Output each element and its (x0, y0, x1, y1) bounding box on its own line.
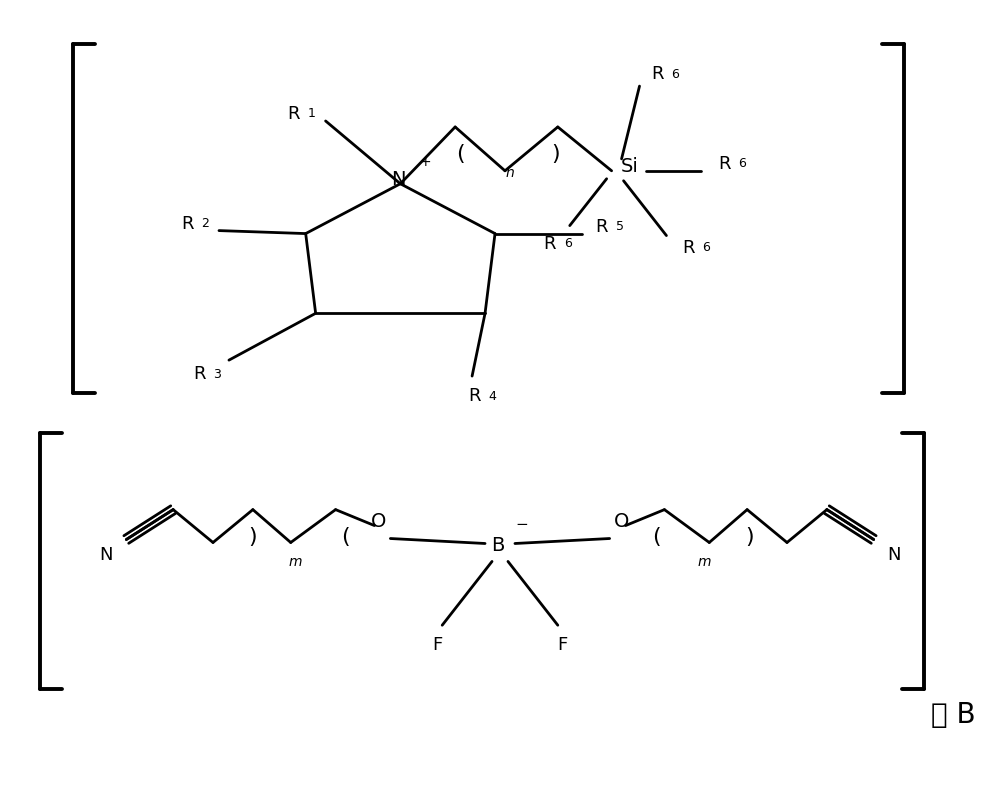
Text: R: R (544, 235, 556, 252)
Text: +: + (419, 155, 431, 169)
Text: 1: 1 (308, 108, 316, 120)
Text: F: F (432, 636, 442, 654)
Text: R: R (287, 105, 300, 123)
Text: 6: 6 (671, 68, 679, 81)
Text: B: B (491, 536, 505, 555)
Text: ): ) (745, 527, 753, 547)
Text: (: ( (456, 144, 464, 164)
Text: R: R (181, 215, 193, 232)
Text: 6: 6 (564, 237, 572, 250)
Text: R: R (468, 387, 480, 405)
Text: R: R (718, 155, 730, 173)
Text: O: O (371, 512, 386, 531)
Text: N: N (887, 547, 900, 564)
Text: −: − (516, 517, 528, 532)
Text: n: n (506, 166, 514, 180)
Text: Si: Si (621, 157, 638, 176)
Text: 6: 6 (702, 241, 710, 254)
Text: 4: 4 (488, 389, 496, 402)
Text: m: m (698, 555, 711, 570)
Text: m: m (289, 555, 302, 570)
Text: 式 B: 式 B (931, 701, 976, 729)
Text: 3: 3 (213, 368, 221, 381)
Text: 6: 6 (738, 157, 746, 170)
Text: (: ( (652, 527, 661, 547)
Text: F: F (558, 636, 568, 654)
Text: N: N (100, 547, 113, 564)
Text: O: O (614, 512, 629, 531)
Text: ): ) (551, 144, 560, 164)
Text: R: R (682, 239, 695, 256)
Text: R: R (651, 65, 664, 83)
Text: R: R (193, 365, 205, 383)
Text: 5: 5 (616, 220, 624, 233)
Text: (: ( (341, 527, 350, 547)
Text: N: N (391, 170, 406, 189)
Text: ): ) (249, 527, 257, 547)
Text: 2: 2 (201, 217, 209, 230)
Text: R: R (595, 218, 608, 235)
